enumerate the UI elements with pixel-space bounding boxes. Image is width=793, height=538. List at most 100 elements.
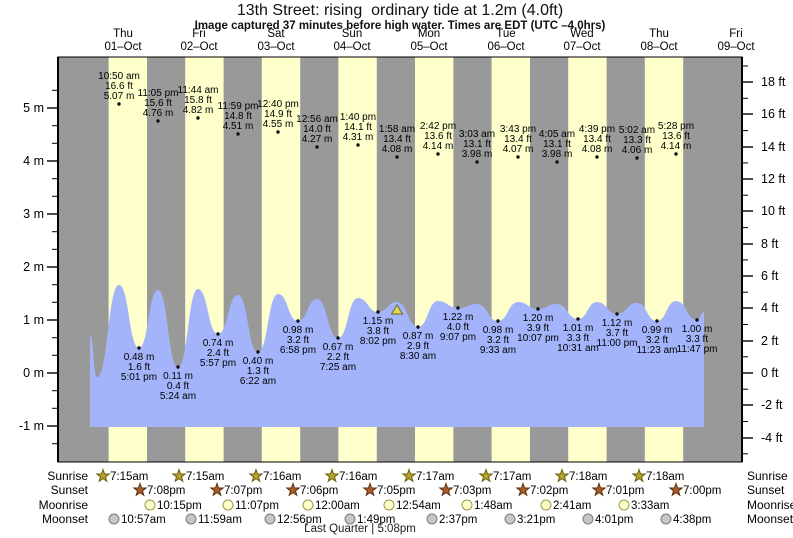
low-tide-label-line: 4.0 ft	[447, 322, 469, 333]
high-tide-dot	[315, 145, 319, 149]
high-tide-label-line: 3.98 m	[542, 149, 573, 160]
sunset-star-icon	[591, 481, 607, 497]
low-tide-dot	[336, 336, 340, 340]
high-tide-label: 4:05 am 13.1 ft 3.98 m	[539, 129, 575, 160]
moonrise-circle-icon	[222, 499, 234, 511]
high-tide-dot	[595, 155, 599, 159]
high-tide-label: 11:59 pm 14.8 ft 4.51 m	[218, 101, 259, 132]
axis-label-right: -2 ft	[761, 398, 783, 412]
day-weekday-label: Fri	[729, 28, 742, 40]
sunrise-time: 7:17am	[493, 471, 531, 483]
high-tide-label-line: 14.9 ft	[264, 109, 292, 120]
moonset-time: 11:59am	[198, 514, 242, 526]
axis-label-left: 5 m	[23, 101, 44, 115]
tide-curve-area	[90, 285, 704, 427]
high-tide-label-line: 15.6 ft	[144, 98, 172, 109]
high-tide-label-line: 4.14 m	[661, 141, 692, 152]
moonrise-circle-icon	[302, 499, 314, 511]
high-tide-dot	[117, 102, 121, 106]
axis-label-left: -1 m	[19, 419, 44, 433]
low-tide-label-line: 3.3 ft	[686, 334, 708, 345]
low-tide-label-line: 11:47 pm	[677, 344, 718, 355]
low-tide-label-line: 0.87 m	[403, 331, 434, 342]
sunset-time: 7:00pm	[683, 485, 721, 497]
low-tide-label-line: 5:01 pm	[121, 372, 157, 383]
low-tide-label: 1.00 m 3.3 ft 11:47 pm	[677, 324, 718, 355]
low-tide-dot	[456, 306, 460, 310]
high-tide-label-line: 13.1 ft	[543, 139, 571, 150]
low-tide-label-line: 1.01 m	[563, 323, 594, 334]
high-tide-label-line: 13.4 ft	[504, 134, 532, 145]
low-tide-label-line: 3.2 ft	[487, 335, 509, 346]
high-tide-label-line: 4.08 m	[582, 144, 613, 155]
low-tide-label-line: 0.40 m	[243, 356, 274, 367]
low-tide-label: 0.99 m 3.2 ft 11:23 am	[637, 325, 678, 356]
sunrise-star-icon	[631, 467, 647, 483]
sunrise-star-icon	[171, 467, 187, 483]
high-tide-label-line: 4.51 m	[223, 121, 254, 132]
day-date-label: 06–Oct	[487, 41, 525, 53]
moonrise-time: 1:48am	[474, 500, 512, 512]
astro-row-label-left: Moonset	[42, 512, 89, 526]
day-date-label: 02–Oct	[180, 41, 218, 53]
low-tide-label: 0.98 m 3.2 ft 6:58 pm	[280, 325, 316, 356]
low-tide-label-line: 1.15 m	[363, 316, 394, 327]
axis-label-left: 4 m	[23, 154, 44, 168]
high-tide-label-line: 4.06 m	[622, 145, 653, 156]
low-tide-label-line: 6:22 am	[240, 376, 276, 387]
sunrise-time: 7:15am	[186, 471, 224, 483]
high-tide-label-line: 11:05 pm	[138, 88, 179, 99]
day-weekday-label: Fri	[192, 28, 205, 40]
low-tide-dot	[216, 332, 220, 336]
moon-phase-label: Last Quarter | 5:08pm	[304, 523, 416, 535]
low-tide-label: 1.12 m 3.7 ft 11:00 pm	[597, 318, 638, 349]
high-tide-label: 12:56 am 14.0 ft 4.27 m	[296, 114, 338, 145]
day-date-label: 08–Oct	[640, 41, 678, 53]
sunset-star-icon	[285, 481, 301, 497]
low-tide-dot	[137, 346, 141, 350]
low-tide-dot	[176, 365, 180, 369]
sunrise-time: 7:16am	[339, 471, 377, 483]
low-tide-label: 1.01 m 3.3 ft 10:31 am	[557, 323, 599, 354]
axis-label-left: 3 m	[23, 207, 44, 221]
sunrise-star-icon	[95, 467, 111, 483]
high-tide-label: 12:40 pm 14.9 ft 4.55 m	[257, 99, 299, 130]
low-tide-label-line: 10:31 am	[557, 343, 599, 354]
high-tide-label-line: 15.8 ft	[184, 95, 212, 106]
high-tide-dot	[196, 116, 200, 120]
low-tide-label-line: 1.22 m	[443, 312, 474, 323]
high-tide-dot	[395, 155, 399, 159]
astro-row-label-left: Moonrise	[39, 498, 89, 512]
moonset-circle-icon	[504, 513, 516, 525]
axis-label-right: 4 ft	[761, 301, 779, 315]
sunset-time: 7:01pm	[606, 485, 644, 497]
high-tide-label-line: 1:40 pm	[340, 112, 376, 123]
high-tide-label-line: 13.6 ft	[662, 131, 690, 142]
high-tide-label-line: 4:39 pm	[579, 124, 615, 135]
low-tide-label-line: 3.3 ft	[567, 333, 589, 344]
moonrise-time: 3:33am	[631, 500, 669, 512]
day-date-label: 07–Oct	[563, 41, 601, 53]
low-tide-label-line: 9:33 am	[480, 345, 516, 356]
sunset-time: 7:07pm	[224, 485, 262, 497]
day-weekday-label: Mon	[418, 28, 440, 40]
low-tide-label-line: 5:57 pm	[200, 358, 236, 369]
moonrise-circle-icon	[461, 499, 473, 511]
high-tide-label-line: 12:56 am	[296, 114, 338, 125]
low-tide-label-line: 2.9 ft	[407, 341, 429, 352]
sunrise-star-icon	[324, 467, 340, 483]
capture-note: Image captured 37 minutes before high wa…	[194, 20, 606, 32]
high-tide-dot	[635, 156, 639, 160]
low-tide-label-line: 7:25 am	[320, 362, 356, 373]
low-tide-label-line: 0.98 m	[283, 325, 314, 336]
moonset-time: 12:56pm	[277, 514, 322, 526]
low-tide-label-line: 0.98 m	[483, 325, 514, 336]
high-tide-label-line: 4:05 am	[539, 129, 575, 140]
moonrise-circle-icon	[618, 499, 630, 511]
moonrise-circle-icon	[144, 499, 156, 511]
axis-label-right: 12 ft	[761, 172, 786, 186]
now-marker-icon	[390, 304, 404, 315]
high-tide-label: 1:58 am 13.4 ft 4.08 m	[379, 124, 415, 155]
low-tide-label-line: 2.2 ft	[327, 352, 349, 363]
high-tide-label: 3:03 am 13.1 ft 3.98 m	[459, 129, 495, 160]
